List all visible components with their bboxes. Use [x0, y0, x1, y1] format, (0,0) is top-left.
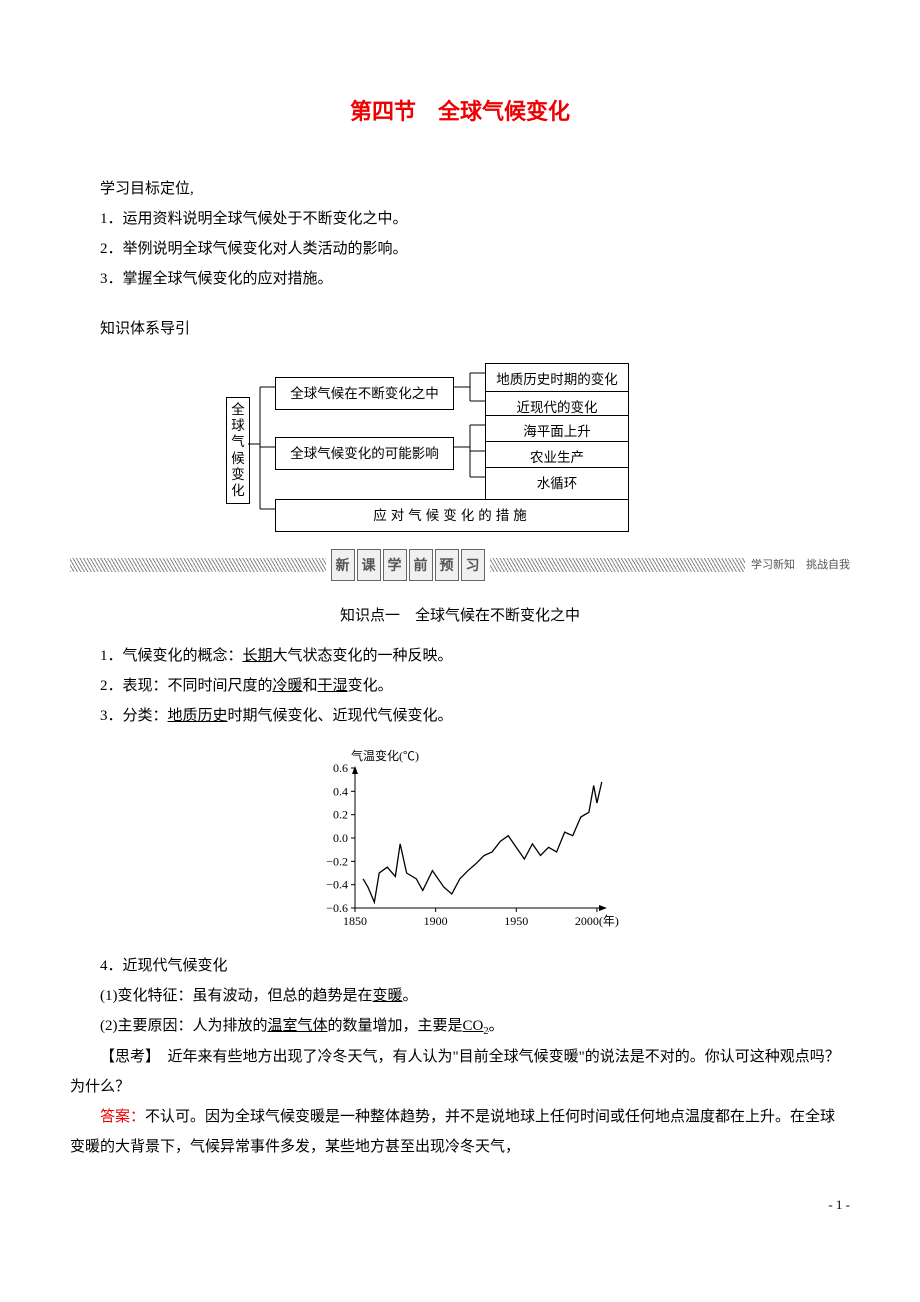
- svg-text:0.2: 0.2: [333, 808, 348, 822]
- p3-a: 3．分类：: [100, 708, 168, 724]
- p4-1: (1)变化特征：虽有波动，但总的趋势是在变暖。: [70, 981, 850, 1011]
- p4-2u2: CO2: [463, 1018, 489, 1034]
- p1-u: 长期: [243, 648, 273, 664]
- banner-char: 习: [461, 549, 485, 581]
- banner-char: 课: [357, 549, 381, 581]
- p4-2c: 。: [489, 1018, 504, 1034]
- answer-body: 不认可。因为全球气候变暖是一种整体趋势，并不是说地球上任何时间或任何地点温度都在…: [70, 1109, 835, 1155]
- p4-2u1: 温室气体: [268, 1018, 328, 1034]
- svg-text:1900: 1900: [424, 914, 448, 928]
- section-banner: 新 课 学 前 预 习 学习新知 挑战自我: [70, 549, 850, 581]
- svg-text:0.6: 0.6: [333, 761, 348, 775]
- objective-3: 3．掌握全球气候变化的应对措施。: [70, 264, 850, 294]
- banner-tail: 学习新知 挑战自我: [751, 554, 850, 576]
- banner-hatch-right: [490, 558, 746, 572]
- p4-1u: 变暖: [373, 988, 403, 1004]
- tree-b2: 全球气候变化的可能影响: [275, 437, 454, 470]
- p3: 3．分类：地质历史时期气候变化、近现代气候变化。: [70, 701, 850, 731]
- banner-boxes: 新 课 学 前 预 习: [330, 549, 486, 581]
- banner-hatch-left: [70, 558, 326, 572]
- banner-char: 新: [331, 549, 355, 581]
- banner-char: 预: [435, 549, 459, 581]
- p1-b: 大气状态变化的一种反映。: [273, 648, 453, 664]
- p1: 1．气候变化的概念：长期大气状态变化的一种反映。: [70, 641, 850, 671]
- svg-text:气温变化(℃): 气温变化(℃): [351, 748, 419, 763]
- svg-text:−0.4: −0.4: [326, 878, 348, 892]
- p3-u: 地质历史: [168, 708, 228, 724]
- banner-char: 前: [409, 549, 433, 581]
- think-body: 近年来有些地方出现了冷冬天气，有人认为"目前全球气候变暖"的说法是不对的。你认可…: [70, 1049, 840, 1095]
- p4-2b: 的数量增加，主要是: [328, 1018, 463, 1034]
- p4-1b: 。: [403, 988, 418, 1004]
- tree-leaf-5: 水循环: [485, 467, 629, 500]
- p2-u2: 干湿: [318, 678, 348, 694]
- p3-b: 时期气候变化、近现代气候变化。: [228, 708, 453, 724]
- page-number: - 1 -: [70, 1192, 850, 1218]
- tree-root: 全球气候变化: [226, 397, 250, 504]
- p4-2: (2)主要原因：人为排放的温室气体的数量增加，主要是CO2。: [70, 1011, 850, 1042]
- p4: 4．近现代气候变化: [70, 951, 850, 981]
- p2-c: 变化。: [348, 678, 393, 694]
- think-label: 【思考】: [100, 1049, 153, 1065]
- svg-text:2000(年): 2000(年): [575, 914, 619, 928]
- answer-label: 答案：: [100, 1109, 145, 1125]
- p4-1a: (1)变化特征：虽有波动，但总的趋势是在: [100, 988, 373, 1004]
- concept-tree: 全球气候变化 全球气候在不断变化之中 全球气候变化的可能影响 应对气候变化的措施…: [70, 359, 850, 529]
- answer-para: 答案：不认可。因为全球气候变暖是一种整体趋势，并不是说地球上任何时间或任何地点温…: [70, 1102, 850, 1162]
- p2-b: 和: [303, 678, 318, 694]
- svg-text:−0.6: −0.6: [326, 901, 348, 915]
- system-header: 知识体系导引: [70, 314, 850, 344]
- p4-2a: (2)主要原因：人为排放的: [100, 1018, 268, 1034]
- p2: 2．表现：不同时间尺度的冷暖和干湿变化。: [70, 671, 850, 701]
- p1-a: 1．气候变化的概念：: [100, 648, 243, 664]
- objective-2: 2．举例说明全球气候变化对人类活动的影响。: [70, 234, 850, 264]
- p2-u1: 冷暖: [273, 678, 303, 694]
- svg-text:1950: 1950: [504, 914, 528, 928]
- objectives-header: 学习目标定位,: [70, 174, 850, 204]
- kp1-title: 知识点一 全球气候在不断变化之中: [70, 601, 850, 631]
- tree-b3: 应对气候变化的措施: [275, 499, 629, 532]
- think-para: 【思考】 近年来有些地方出现了冷冬天气，有人认为"目前全球气候变暖"的说法是不对…: [70, 1042, 850, 1102]
- svg-text:−0.2: −0.2: [326, 854, 348, 868]
- svg-text:0.4: 0.4: [333, 784, 348, 798]
- tree-b1: 全球气候在不断变化之中: [275, 377, 454, 410]
- doc-title: 第四节 全球气候变化: [70, 90, 850, 134]
- svg-text:1850: 1850: [343, 914, 367, 928]
- p2-a: 2．表现：不同时间尺度的: [100, 678, 273, 694]
- objective-1: 1．运用资料说明全球气候处于不断变化之中。: [70, 204, 850, 234]
- banner-char: 学: [383, 549, 407, 581]
- temp-chart: 气温变化(℃) −0.6 −0.4 −0.2 0.0 0.2 0.4 0.6 1850 1900 1…: [70, 746, 850, 936]
- svg-text:0.0: 0.0: [333, 831, 348, 845]
